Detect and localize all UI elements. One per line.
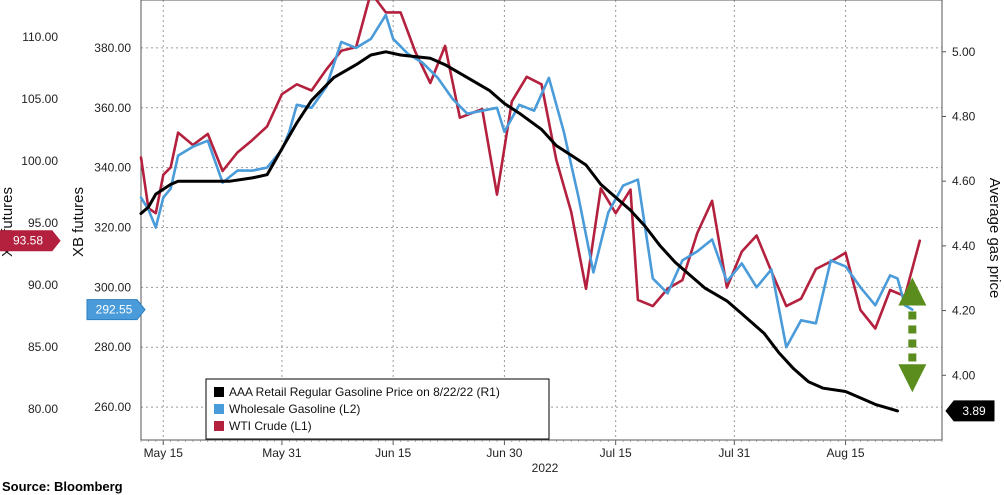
legend-swatch-retail <box>214 387 224 397</box>
x-year-label: 2022 <box>532 461 559 475</box>
axis-l2: 260.00 280.00 300.00 320.00 340.00 360.00 380.… <box>94 41 131 414</box>
plot-frame <box>140 0 943 441</box>
axis-x: May 15 May 31 Jun 15 Jun 30 Jul 15 Jul 31 Aug … <box>140 440 943 460</box>
legend-label-retail: AAA Retail Regular Gasoline Price on 8/2… <box>229 385 500 399</box>
arrow-shaft-dot <box>908 339 917 348</box>
axis-title-r1: Average gas price <box>986 178 1003 299</box>
badge-bg-r1 <box>945 400 995 422</box>
value-badges: 93.58 292.55 3.89 <box>0 230 995 422</box>
tick-x-5: Jul 31 <box>718 446 750 460</box>
tick-r1-4: 4.80 <box>952 109 976 123</box>
tick-x-2: Jun 15 <box>375 446 411 460</box>
tick-x-6: Aug 15 <box>827 446 865 460</box>
badge-bg-l2 <box>86 299 146 321</box>
tick-l1-5: 105.00 <box>21 92 58 106</box>
badge-label-r1: 3.89 <box>962 404 986 418</box>
tick-l1-3: 95.00 <box>28 216 58 230</box>
badge-label-l2: 292.55 <box>96 303 133 317</box>
tick-l2-4: 340.00 <box>94 161 131 175</box>
arrow-shaft-dot <box>908 311 917 320</box>
tick-l1-2: 90.00 <box>28 278 58 292</box>
legend-swatch-wti <box>214 421 224 431</box>
legend-label-wholesale: Wholesale Gasoline (L2) <box>229 402 360 416</box>
gridlines <box>141 0 942 440</box>
arrow-annotation <box>898 277 927 393</box>
tick-x-1: May 31 <box>262 446 302 460</box>
tick-l2-2: 300.00 <box>94 280 131 294</box>
legend-label-wti: WTI Crude (L1) <box>229 419 312 433</box>
legend-swatch-wholesale <box>214 404 224 414</box>
tick-l2-5: 360.00 <box>94 101 131 115</box>
tick-r1-2: 4.40 <box>952 239 976 253</box>
tick-l2-0: 260.00 <box>94 400 131 414</box>
tick-r1-5: 5.00 <box>952 45 976 59</box>
tick-l1-4: 100.00 <box>21 154 58 168</box>
tick-l2-1: 280.00 <box>94 340 131 354</box>
tick-l2-6: 380.00 <box>94 41 131 55</box>
legend-box <box>205 378 550 440</box>
tick-r1-1: 4.20 <box>952 304 976 318</box>
legend: AAA Retail Regular Gasoline Price on 8/2… <box>205 378 550 440</box>
tick-x-3: Jun 30 <box>486 446 522 460</box>
arrow-shaft-dot <box>908 353 917 362</box>
axis-r1: 4.00 4.20 4.40 4.60 4.80 5.00 <box>942 45 976 382</box>
tick-l1-0: 80.00 <box>28 402 58 416</box>
series-line-wholesale <box>139 13 914 349</box>
tick-x-4: Jul 15 <box>600 446 632 460</box>
badge-label-l1: 93.58 <box>13 234 43 248</box>
series-line-retail <box>139 50 899 413</box>
tick-l1-1: 85.00 <box>28 340 58 354</box>
series-layer <box>139 0 922 413</box>
axis-title-l2: XB futures <box>70 187 87 257</box>
arrow-shaft-dot <box>908 325 917 334</box>
tick-l1-6: 110.00 <box>22 30 58 44</box>
tick-x-0: May 15 <box>144 446 184 460</box>
tick-r1-0: 4.00 <box>952 368 976 382</box>
tick-r1-3: 4.60 <box>952 174 976 188</box>
axis-l1: 80.00 85.00 90.00 95.00 100.00 105.00 110.00 <box>21 30 58 416</box>
arrow-head-up <box>898 277 927 306</box>
series-line-wti <box>139 0 922 330</box>
badge-bg-l1 <box>0 230 61 252</box>
source-label: Source: Bloomberg <box>2 479 123 494</box>
tick-l2-3: 320.00 <box>94 220 131 234</box>
arrow-head-down <box>898 364 927 393</box>
